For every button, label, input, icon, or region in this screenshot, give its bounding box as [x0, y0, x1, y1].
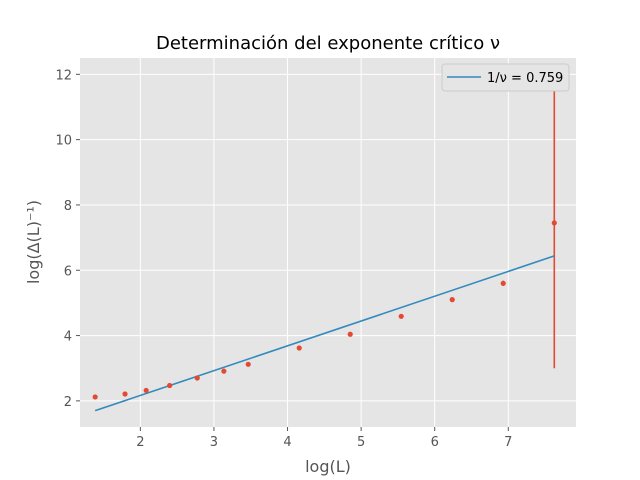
y-tick-label: 6 — [64, 264, 72, 279]
x-tick-label: 4 — [283, 435, 291, 450]
series-layer — [92, 77, 557, 412]
legend-fit-line-label: 1/ν = 0.759 — [487, 71, 563, 86]
data-point — [449, 297, 455, 303]
data-point — [296, 345, 302, 351]
grid — [80, 58, 576, 427]
y-tick-label: 8 — [64, 199, 72, 214]
data-point — [551, 220, 557, 226]
y-axis-ticks: 2 4 6 8 10 12 — [55, 68, 80, 410]
data-point — [398, 313, 404, 319]
legend-box — [441, 63, 570, 92]
y-tick-label: 12 — [55, 68, 72, 83]
x-tick-label: 2 — [136, 435, 144, 450]
y-tick-label: 4 — [64, 330, 72, 345]
legend: 1/ν = 0.759 — [441, 63, 570, 92]
data-point — [122, 391, 128, 397]
y-tick-label: 2 — [64, 395, 72, 410]
x-tick-label: 5 — [357, 435, 365, 450]
data-point — [500, 280, 506, 286]
data-point — [194, 375, 200, 381]
x-axis-ticks: 2 3 4 5 6 7 — [136, 427, 512, 450]
chart-title: Determinación del exponente crítico ν — [156, 33, 500, 54]
plot-area — [80, 58, 576, 427]
y-axis-label: log(Δ(L)⁻¹) — [24, 200, 43, 284]
y-tick-label: 10 — [55, 134, 72, 149]
data-point — [347, 331, 353, 337]
data-point — [245, 361, 251, 367]
x-tick-label: 7 — [504, 435, 512, 450]
x-tick-label: 3 — [210, 435, 218, 450]
x-tick-label: 6 — [431, 435, 439, 450]
data-point — [92, 394, 98, 400]
data-point — [221, 368, 227, 374]
data-point — [143, 387, 149, 394]
x-axis-label: log(L) — [305, 457, 351, 476]
data-point — [167, 382, 173, 389]
